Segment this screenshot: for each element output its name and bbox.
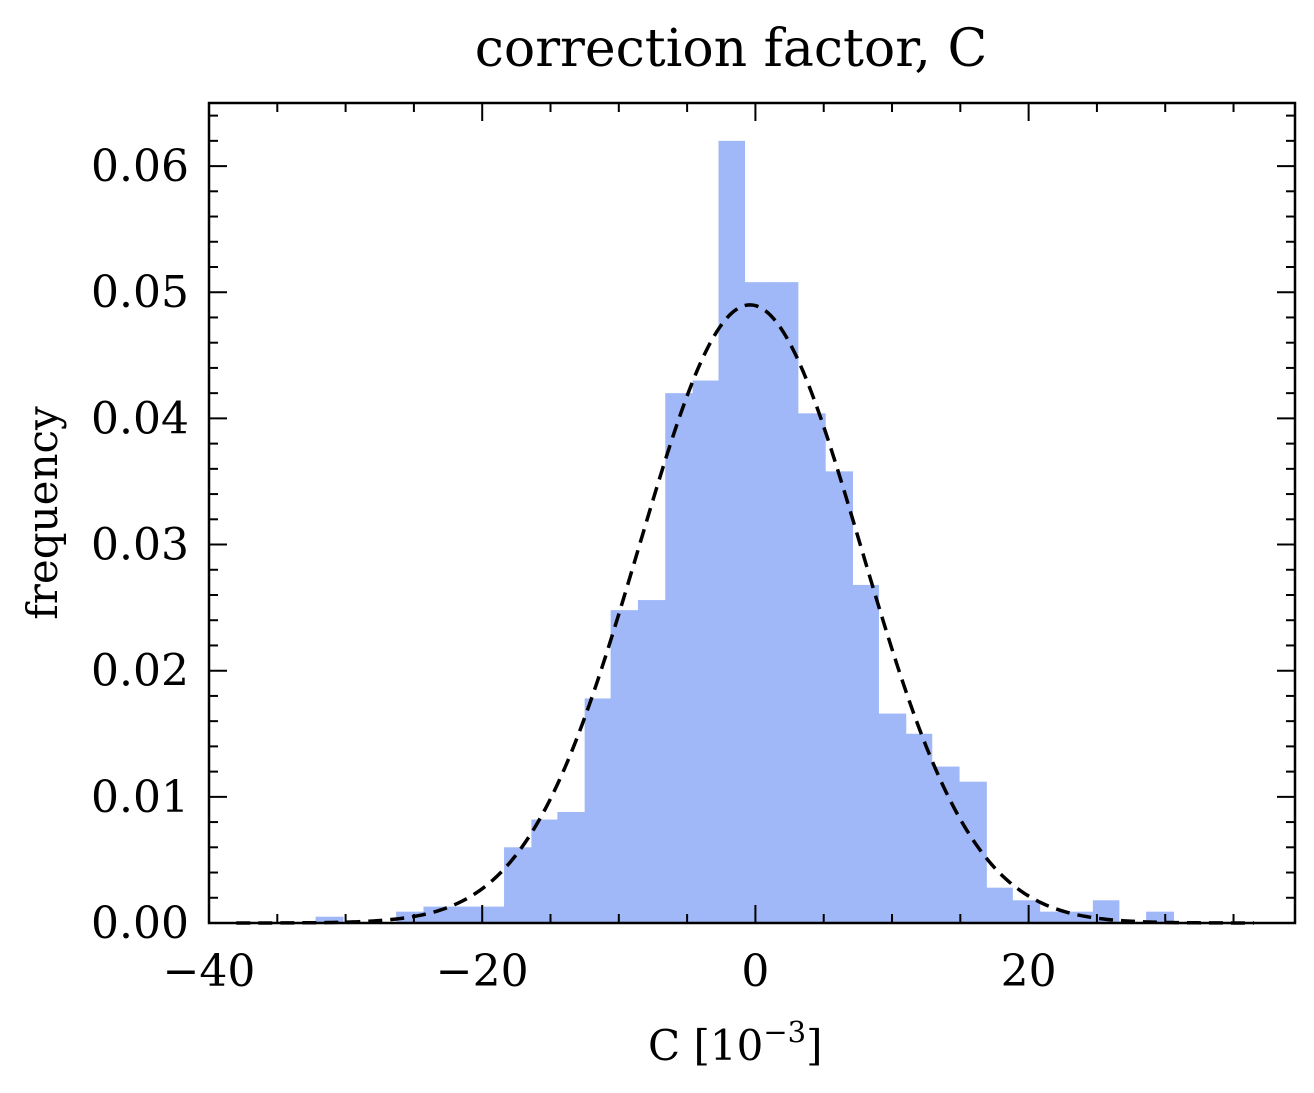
histogram-bar-25 — [1039, 911, 1067, 923]
histogram-bars — [315, 140, 1175, 924]
normal-fit-curve — [236, 303, 1255, 925]
y-tick-label: 0.02 — [91, 646, 189, 697]
y-tick-label: 0.03 — [91, 520, 189, 571]
y-tick-label: 0.01 — [91, 772, 189, 823]
histogram-bar-15 — [771, 282, 799, 923]
plot-frame — [207, 101, 1297, 925]
y-tick-label: 0.06 — [91, 141, 189, 192]
x-tick-label: −40 — [163, 946, 256, 997]
y-tick-label: 0.00 — [91, 898, 189, 949]
histogram-bar-12 — [692, 380, 720, 923]
x-axis-label-main: C [10 — [648, 1021, 763, 1070]
histogram-bar-24 — [1012, 900, 1041, 923]
histogram-bar-9 — [610, 610, 639, 923]
x-tick-label: −20 — [436, 946, 529, 997]
histogram-bar-3 — [450, 906, 478, 923]
histogram-bar-6 — [531, 819, 558, 923]
x-tick-label: 0 — [741, 946, 769, 997]
x-axis-label-suffix: ] — [806, 1021, 822, 1070]
histogram-bar-16 — [797, 413, 826, 923]
histogram-bar-14 — [744, 282, 773, 923]
histogram-bar-11 — [665, 393, 694, 923]
histogram-bar-18 — [852, 584, 879, 923]
histogram-bar-4 — [476, 906, 505, 923]
x-axis-label: C [10−3] — [648, 1015, 822, 1070]
histogram-bar-13 — [718, 140, 746, 924]
histogram-bar-0 — [315, 916, 344, 923]
histogram-bar-10 — [637, 600, 666, 923]
histogram-bar-22 — [958, 781, 987, 923]
y-tick-label: 0.04 — [91, 393, 189, 444]
histogram-bar-28 — [1146, 911, 1175, 923]
histogram-bar-23 — [986, 887, 1013, 923]
x-tick-labels: −40 −20 0 20 — [163, 946, 1057, 997]
histogram-bar-8 — [584, 698, 612, 923]
y-tick-labels: 0.00 0.01 0.02 0.03 0.04 0.05 0.06 — [91, 141, 189, 949]
normal-fit-curve-group — [236, 303, 1255, 925]
histogram-bar-2 — [423, 906, 452, 923]
chart-title: correction factor, C — [475, 19, 987, 79]
y-axis-label: frequency — [18, 406, 67, 620]
histogram-bar-1 — [396, 911, 425, 923]
histogram-bar-17 — [825, 471, 853, 923]
histogram-bar-20 — [905, 733, 933, 923]
histogram-bar-5 — [504, 847, 532, 923]
axis-ticks — [208, 103, 1295, 924]
x-tick-label: 20 — [1001, 946, 1057, 997]
y-tick-label: 0.05 — [91, 267, 189, 318]
histogram-bar-19 — [878, 713, 907, 923]
histogram-bar-26 — [1065, 911, 1094, 923]
x-axis-label-exponent: −3 — [763, 1015, 806, 1049]
histogram-bar-7 — [557, 811, 586, 923]
